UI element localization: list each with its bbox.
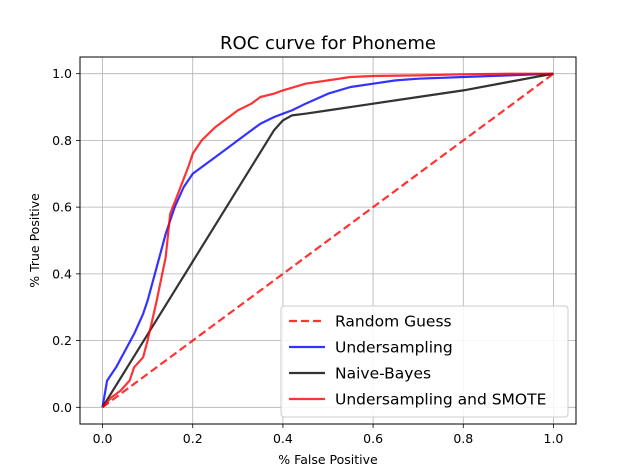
chart-title: ROC curve for Phoneme — [220, 33, 436, 54]
series-line-undersampling — [101, 72, 554, 408]
legend-label: Random Guess — [335, 313, 452, 331]
x-tick-label: 1.0 — [544, 431, 564, 446]
y-tick-label: 0.6 — [52, 200, 72, 215]
legend: Random Guess Undersampling Naive-Bayes Unde… — [280, 305, 569, 418]
y-tick-label: 0.8 — [52, 133, 72, 148]
series-layer — [101, 72, 555, 409]
x-tick-label: 0.2 — [183, 431, 203, 446]
axis-ticks: 0.0 0.2 0.4 0.6 0.8 1.0 0.0 0.2 0.4 0.6 0.8 1.0 — [52, 66, 563, 446]
y-tick-label: 0.0 — [52, 400, 72, 415]
y-axis-label: % True Positive — [27, 193, 42, 288]
y-tick-label: 0.4 — [52, 266, 72, 281]
legend-label: Undersampling and SMOTE — [335, 391, 546, 409]
series-line-undersampling-and-smote — [101, 72, 554, 409]
y-tick-label: 0.2 — [52, 333, 72, 348]
legend-label: Undersampling — [335, 339, 453, 357]
x-tick-label: 0.8 — [453, 431, 473, 446]
plot-frame — [79, 56, 577, 425]
x-tick-label: 0.0 — [93, 431, 113, 446]
x-tick-label: 0.4 — [273, 431, 293, 446]
legend-label: Naive-Bayes — [335, 365, 431, 383]
legend-box — [280, 305, 569, 418]
series-line-random-guess — [101, 72, 555, 409]
x-tick-label: 0.6 — [363, 431, 383, 446]
x-axis-label: % False Positive — [278, 452, 378, 467]
y-tick-label: 1.0 — [52, 66, 72, 81]
series-line-naive-bayes — [101, 72, 554, 408]
